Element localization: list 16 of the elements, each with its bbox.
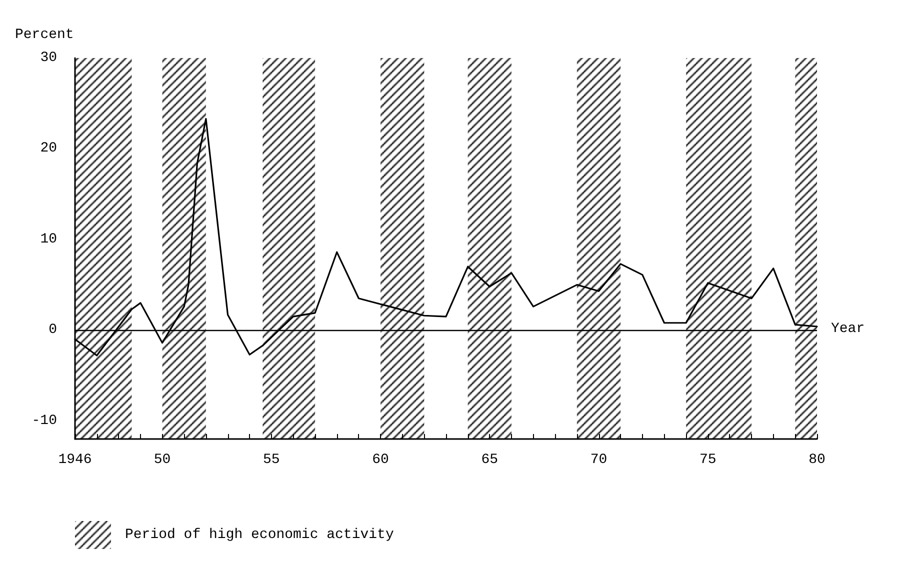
x-tick-label: 1946 — [58, 452, 92, 468]
y-axis-title: Percent — [15, 27, 74, 43]
x-tick-label: 55 — [263, 452, 280, 468]
x-tick-label: 70 — [590, 452, 608, 468]
x-axis-title: Year — [831, 321, 865, 338]
y-tick-label: 30 — [40, 50, 57, 66]
x-tick-label: 65 — [481, 452, 498, 468]
x-tick-label: 50 — [154, 452, 171, 468]
y-tick-label: 0 — [48, 322, 57, 338]
x-tick-label: 75 — [699, 452, 716, 468]
y-tick-label: 20 — [40, 140, 57, 157]
x-tick-label: 80 — [808, 452, 826, 468]
legend-label: Period of high economic activity — [125, 527, 394, 543]
x-tick-label: 60 — [372, 452, 389, 468]
y-tick-label: 10 — [40, 231, 57, 248]
y-tick-label: -10 — [32, 412, 57, 429]
